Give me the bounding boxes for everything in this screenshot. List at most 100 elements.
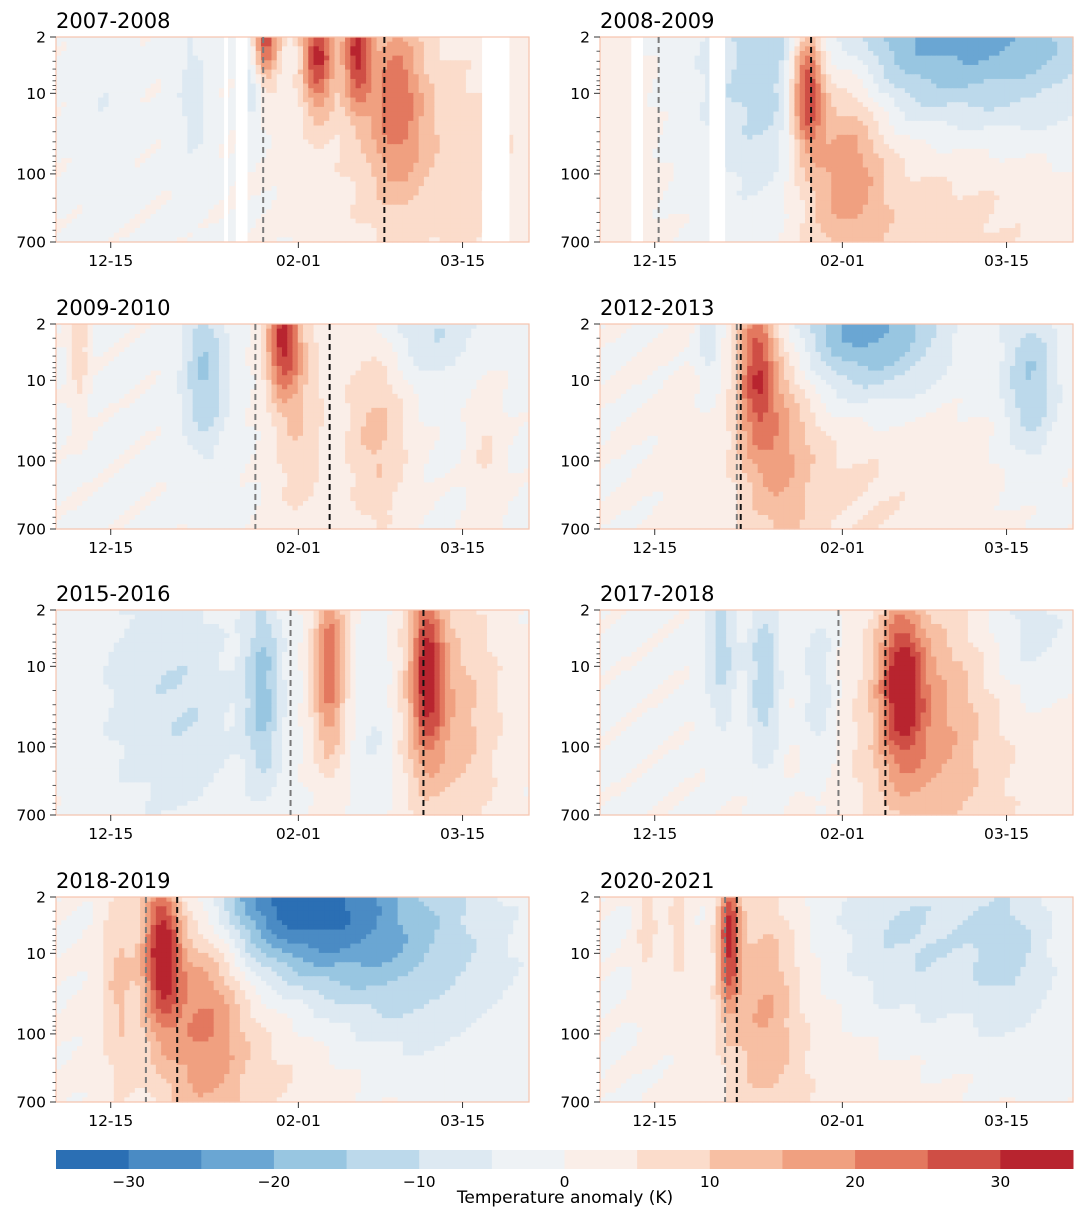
contour-cell xyxy=(172,102,178,107)
contour-cell xyxy=(82,37,88,42)
contour-cell xyxy=(826,56,832,61)
contour-cell xyxy=(900,65,906,70)
contour-cell xyxy=(271,56,277,61)
contour-cell xyxy=(308,205,314,210)
contour-cell xyxy=(789,79,795,84)
contour-cell xyxy=(905,84,911,89)
contour-cell xyxy=(900,70,906,75)
contour-cell xyxy=(847,84,853,89)
contour-cell xyxy=(193,167,199,172)
contour-cell xyxy=(445,191,451,196)
contour-cell xyxy=(298,181,304,186)
contour-cell xyxy=(103,88,109,93)
contour-cell xyxy=(335,70,341,75)
contour-cell xyxy=(145,116,151,121)
contour-cell xyxy=(287,60,293,65)
contour-cell xyxy=(109,209,115,214)
contour-cell xyxy=(56,195,62,200)
contour-cell xyxy=(963,51,969,56)
contour-cell xyxy=(398,181,404,186)
contour-cell xyxy=(518,79,524,84)
contour-cell xyxy=(936,79,942,84)
contour-cell xyxy=(182,163,188,168)
contour-cell xyxy=(114,186,120,191)
contour-cell xyxy=(314,228,320,233)
contour-cell xyxy=(1052,42,1058,47)
contour-cell xyxy=(72,93,78,98)
contour-cell xyxy=(161,112,167,117)
contour-cell xyxy=(356,98,362,103)
contour-cell xyxy=(758,60,764,65)
contour-cell xyxy=(387,51,393,56)
contour-cell xyxy=(187,46,193,51)
contour-cell xyxy=(72,167,78,172)
contour-cell xyxy=(114,205,120,210)
contour-cell xyxy=(151,233,157,238)
contour-cell xyxy=(72,135,78,140)
contour-cell xyxy=(98,60,104,65)
contour-cell xyxy=(989,74,995,79)
contour-cell xyxy=(779,51,785,56)
contour-cell xyxy=(445,102,451,107)
contour-cell xyxy=(894,84,900,89)
contour-cell xyxy=(109,51,115,56)
contour-cell xyxy=(67,84,73,89)
contour-cell xyxy=(340,79,346,84)
contour-cell xyxy=(884,84,890,89)
contour-cell xyxy=(653,84,659,89)
contour-cell xyxy=(266,37,272,42)
contour-cell xyxy=(287,144,293,149)
contour-cell xyxy=(1005,56,1011,61)
contour-cell xyxy=(298,74,304,79)
contour-cell xyxy=(135,233,141,238)
contour-cell xyxy=(103,98,109,103)
contour-cell xyxy=(219,84,225,89)
contour-cell xyxy=(151,153,157,158)
contour-cell xyxy=(67,144,73,149)
contour-cell xyxy=(214,56,220,61)
contour-cell xyxy=(815,56,821,61)
contour-cell xyxy=(873,79,879,84)
contour-cell xyxy=(82,56,88,61)
contour-cell xyxy=(905,60,911,65)
contour-cell xyxy=(77,79,83,84)
contour-cell xyxy=(434,46,440,51)
contour-cell xyxy=(88,46,94,51)
contour-cell xyxy=(145,126,151,131)
contour-cell xyxy=(287,126,293,131)
contour-cell xyxy=(145,195,151,200)
contour-cell xyxy=(471,79,477,84)
contour-cell xyxy=(56,177,62,182)
contour-cell xyxy=(93,214,99,219)
contour-cell xyxy=(424,153,430,158)
contour-cell xyxy=(889,42,895,47)
contour-cell xyxy=(1015,42,1021,47)
contour-cell xyxy=(103,140,109,145)
contour-cell xyxy=(203,186,209,191)
contour-cell xyxy=(82,60,88,65)
contour-cell xyxy=(863,70,869,75)
contour-cell xyxy=(466,200,472,205)
contour-cell xyxy=(847,37,853,42)
contour-cell xyxy=(476,121,482,126)
contour-cell xyxy=(1031,42,1037,47)
contour-cell xyxy=(752,46,758,51)
contour-cell xyxy=(1036,70,1042,75)
contour-cell xyxy=(350,233,356,238)
contour-cell xyxy=(287,107,293,112)
contour-cell xyxy=(282,214,288,219)
contour-cell xyxy=(445,79,451,84)
contour-cell xyxy=(674,74,680,79)
contour-cell xyxy=(518,214,524,219)
contour-cell xyxy=(319,88,325,93)
contour-cell xyxy=(135,228,141,233)
contour-cell xyxy=(361,46,367,51)
contour-cell xyxy=(361,93,367,98)
contour-cell xyxy=(72,140,78,145)
contour-cell xyxy=(398,200,404,205)
contour-cell xyxy=(361,140,367,145)
contour-cell xyxy=(156,88,162,93)
contour-cell xyxy=(747,74,753,79)
contour-cell xyxy=(140,177,146,182)
contour-cell xyxy=(156,195,162,200)
